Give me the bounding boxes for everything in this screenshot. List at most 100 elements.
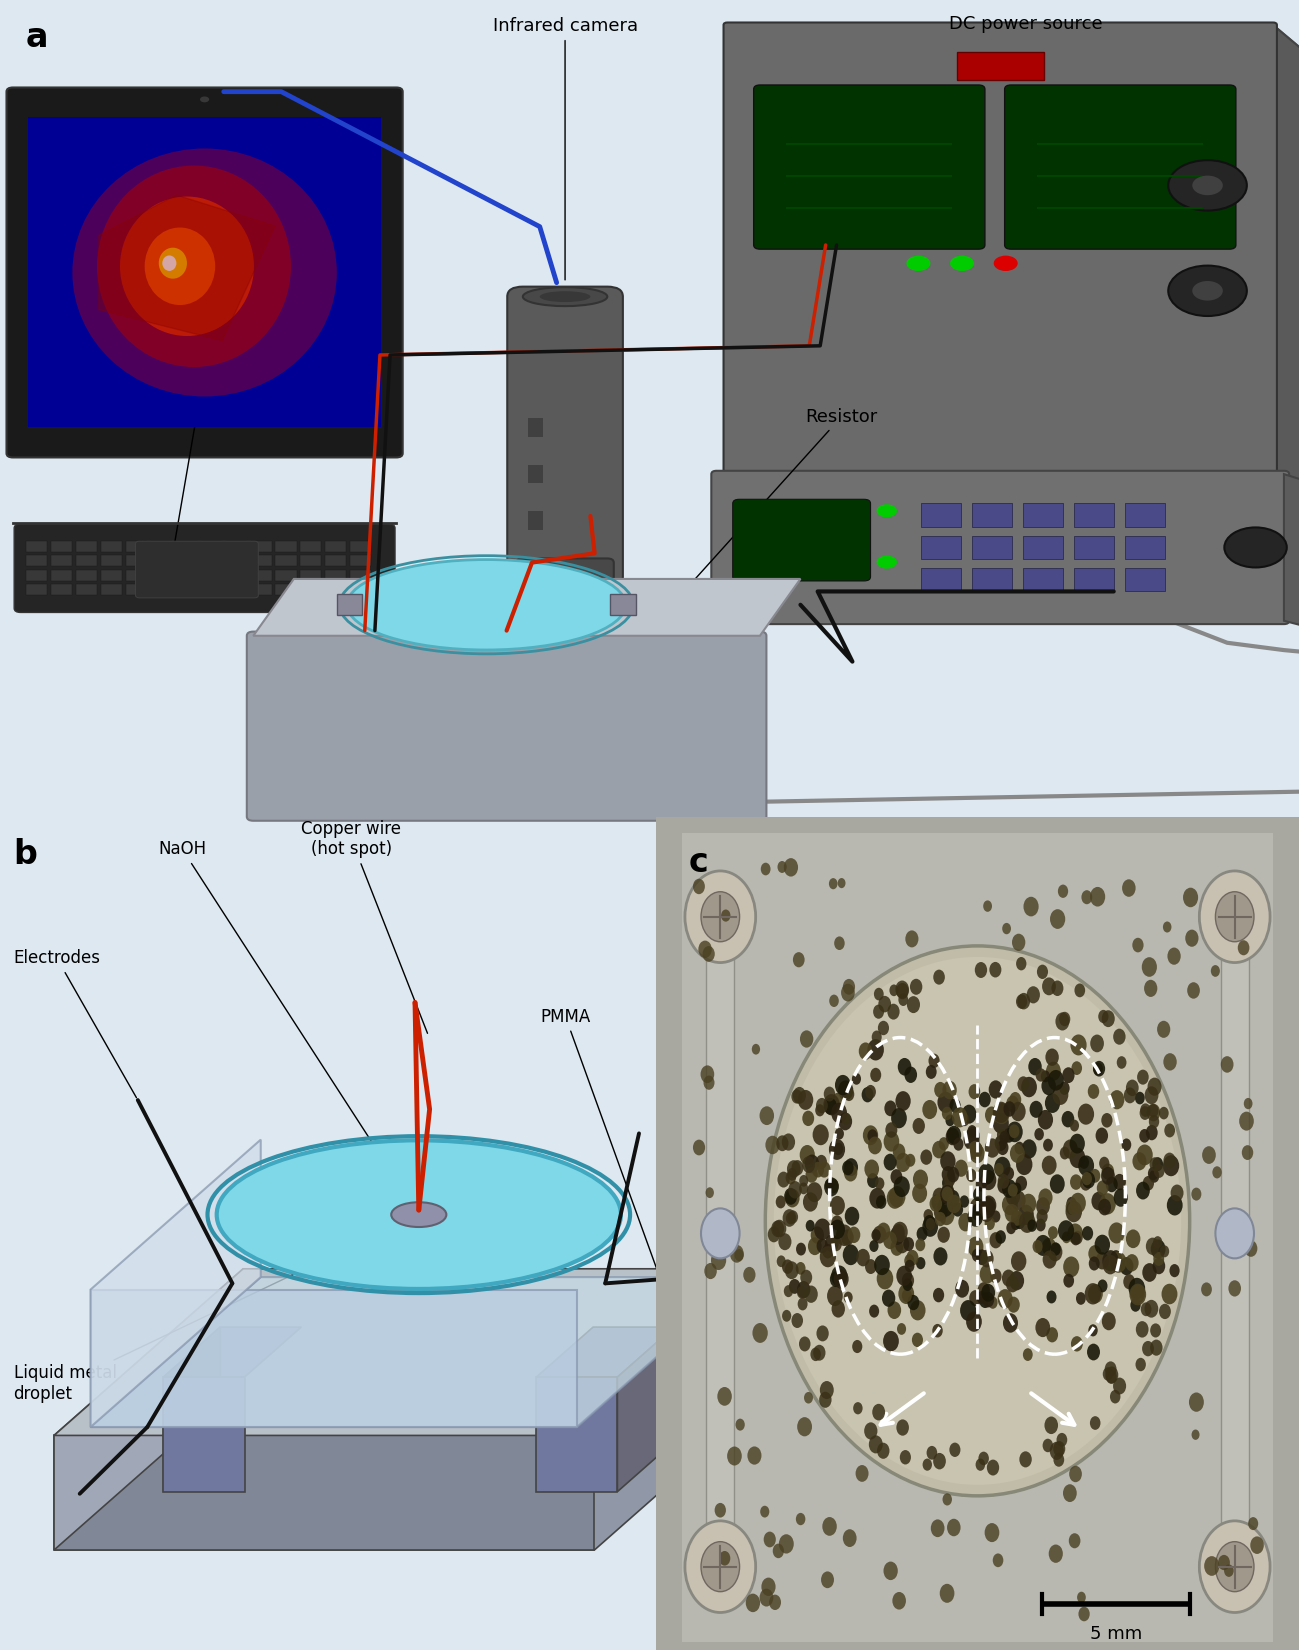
Circle shape [685, 1521, 756, 1612]
Bar [611, 594, 635, 615]
FancyBboxPatch shape [724, 23, 1277, 485]
Circle shape [938, 1191, 948, 1204]
Circle shape [968, 1236, 983, 1257]
Circle shape [1191, 1429, 1199, 1440]
Circle shape [976, 1249, 989, 1266]
Circle shape [800, 1270, 812, 1285]
Circle shape [1043, 1439, 1053, 1452]
Circle shape [1020, 1452, 1031, 1467]
Bar [26, 569, 48, 581]
Circle shape [714, 1503, 726, 1518]
Circle shape [1007, 1221, 1016, 1234]
Bar [527, 512, 543, 530]
Circle shape [1069, 1147, 1086, 1168]
Circle shape [885, 1101, 896, 1117]
Circle shape [1007, 1096, 1018, 1112]
Circle shape [760, 1506, 769, 1518]
Circle shape [868, 1137, 882, 1155]
Bar [351, 541, 372, 553]
Circle shape [1059, 1011, 1070, 1026]
Circle shape [1168, 266, 1247, 317]
Circle shape [979, 1264, 995, 1284]
Circle shape [796, 1262, 805, 1275]
Circle shape [947, 1195, 961, 1213]
Circle shape [1053, 1452, 1064, 1467]
Circle shape [1148, 1167, 1159, 1180]
Circle shape [824, 1097, 837, 1115]
Circle shape [1150, 1340, 1163, 1356]
Circle shape [829, 995, 839, 1006]
Bar [151, 584, 171, 596]
Circle shape [1124, 1274, 1135, 1289]
Circle shape [1229, 1280, 1241, 1297]
Circle shape [1018, 1211, 1035, 1233]
Circle shape [768, 1226, 779, 1242]
Circle shape [1004, 1204, 1018, 1223]
Circle shape [999, 1130, 1009, 1143]
Circle shape [804, 1285, 818, 1304]
Bar [201, 584, 222, 596]
Circle shape [1098, 1200, 1111, 1216]
Circle shape [817, 1325, 829, 1341]
Circle shape [907, 1251, 918, 1266]
Bar [175, 541, 197, 553]
Circle shape [1087, 1343, 1100, 1360]
Circle shape [798, 1280, 811, 1299]
Circle shape [1108, 1223, 1125, 1244]
Circle shape [720, 1551, 730, 1566]
Circle shape [1042, 977, 1056, 995]
Circle shape [791, 1089, 803, 1104]
Circle shape [1005, 1275, 1020, 1292]
Circle shape [943, 1081, 957, 1099]
Circle shape [1035, 1068, 1046, 1082]
Circle shape [1069, 1533, 1081, 1548]
Circle shape [981, 1206, 992, 1223]
Bar [1022, 503, 1063, 526]
Circle shape [989, 1297, 998, 1308]
Circle shape [989, 1081, 1003, 1099]
Circle shape [876, 1178, 885, 1190]
Circle shape [825, 1178, 834, 1191]
Circle shape [979, 1249, 994, 1267]
Circle shape [973, 1186, 985, 1203]
Circle shape [843, 978, 855, 995]
Circle shape [1109, 1091, 1125, 1109]
Circle shape [734, 1249, 744, 1261]
Circle shape [1070, 1035, 1087, 1056]
Circle shape [1063, 1068, 1074, 1082]
Circle shape [1163, 1155, 1179, 1176]
Circle shape [1002, 1195, 1018, 1214]
Circle shape [717, 1388, 731, 1406]
Circle shape [1061, 1110, 1074, 1127]
Circle shape [831, 1216, 843, 1231]
Circle shape [874, 1254, 890, 1275]
Circle shape [1103, 1254, 1118, 1274]
Circle shape [1095, 1234, 1111, 1254]
Circle shape [1102, 1010, 1115, 1028]
Circle shape [1008, 1183, 1017, 1196]
Circle shape [1199, 1521, 1270, 1612]
Circle shape [824, 1094, 839, 1115]
Circle shape [785, 1188, 798, 1204]
Bar [972, 568, 1012, 591]
Circle shape [743, 1267, 756, 1282]
Circle shape [1125, 1254, 1139, 1272]
Circle shape [1152, 1257, 1165, 1274]
Circle shape [905, 931, 918, 947]
Circle shape [1050, 909, 1065, 929]
Bar [226, 584, 247, 596]
Circle shape [1092, 1063, 1103, 1076]
Circle shape [1064, 1274, 1074, 1287]
Circle shape [981, 1170, 996, 1190]
Circle shape [968, 1206, 983, 1226]
Circle shape [938, 1226, 950, 1242]
Circle shape [979, 1196, 995, 1218]
Circle shape [721, 909, 730, 922]
Circle shape [1011, 1251, 1026, 1270]
Bar [52, 584, 73, 596]
Polygon shape [91, 1140, 261, 1427]
Circle shape [1065, 1200, 1078, 1214]
FancyBboxPatch shape [247, 632, 766, 820]
Circle shape [1239, 1112, 1254, 1130]
Bar [101, 584, 122, 596]
